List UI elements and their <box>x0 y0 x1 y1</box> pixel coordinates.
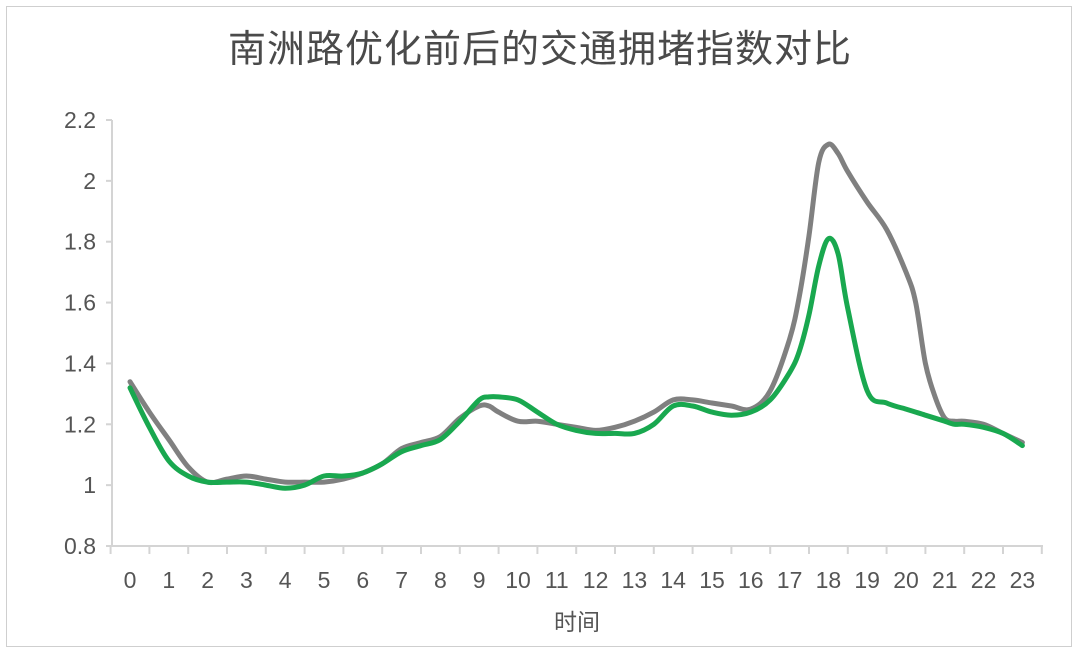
x-tick-label: 21 <box>932 567 958 593</box>
x-tick-label: 8 <box>434 567 447 593</box>
x-tick-label: 1 <box>162 567 175 593</box>
x-tick-label: 11 <box>545 567 569 593</box>
y-tick-label: 1.2 <box>64 411 96 437</box>
y-tick-label: 2.2 <box>64 107 96 133</box>
x-tick-label: 6 <box>356 567 369 593</box>
x-tick-label: 4 <box>279 567 292 593</box>
x-tick-label: 0 <box>124 567 137 593</box>
x-tick-label: 15 <box>699 567 725 593</box>
y-axis-ticks: 0.8 1 1.2 1.4 1.6 1.8 2 2.2 <box>64 107 112 559</box>
x-tick-label: 13 <box>622 567 648 593</box>
x-tick-label: 3 <box>240 567 253 593</box>
y-tick-label: 1 <box>83 472 96 498</box>
x-axis-label: 时间 <box>554 610 600 636</box>
x-tick-label: 22 <box>971 567 997 593</box>
chart-frame <box>6 6 1072 647</box>
x-tick-label: 18 <box>816 567 842 593</box>
x-tick-label: 16 <box>738 567 764 593</box>
x-tick-label: 12 <box>583 567 609 593</box>
x-tick-label: 17 <box>777 567 803 593</box>
x-tick-label: 20 <box>893 567 919 593</box>
y-tick-label: 1.6 <box>64 290 96 316</box>
y-tick-label: 1.4 <box>64 350 96 376</box>
x-tick-label: 9 <box>473 567 486 593</box>
series-lines <box>127 141 1025 491</box>
y-tick-label: 2 <box>83 168 96 194</box>
series-line-2 <box>127 235 1025 491</box>
y-tick-label: 0.8 <box>64 533 96 559</box>
x-tick-label: 23 <box>1010 567 1036 593</box>
x-axis-ticks: 0 1 2 3 4 5 6 7 8 9 10 11 12 13 14 15 16 17 18 19 20 21 22 23 <box>109 546 1043 593</box>
x-tick-label: 2 <box>201 567 214 593</box>
x-tick-label: 10 <box>505 567 531 593</box>
x-tick-label: 5 <box>318 567 331 593</box>
x-tick-label: 19 <box>854 567 880 593</box>
y-tick-label: 1.8 <box>64 229 96 255</box>
x-tick-label: 7 <box>395 567 408 593</box>
axes <box>111 120 1043 547</box>
series-line-1 <box>127 141 1025 486</box>
x-tick-label: 14 <box>660 567 686 593</box>
chart-title: 南洲路优化前后的交通拥堵指数对比 <box>227 27 852 71</box>
